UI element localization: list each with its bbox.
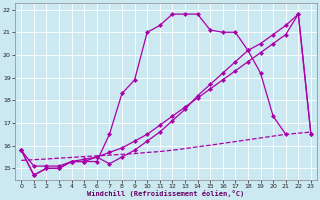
X-axis label: Windchill (Refroidissement éolien,°C): Windchill (Refroidissement éolien,°C) (87, 190, 245, 197)
